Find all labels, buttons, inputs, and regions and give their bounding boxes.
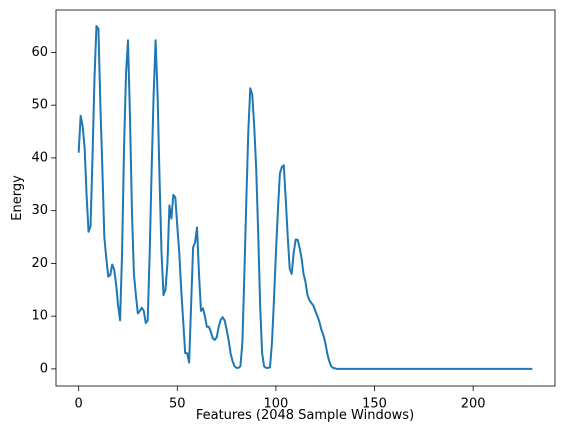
x-axis-label: Features (2048 Sample Windows)	[196, 408, 414, 423]
y-tick-label: 50	[31, 98, 48, 113]
x-tick-label: 150	[362, 397, 387, 412]
x-tick-label: 200	[461, 397, 486, 412]
y-tick-label: 60	[31, 45, 48, 60]
y-axis-label: Energy	[10, 175, 25, 221]
x-tick-label: 100	[264, 397, 289, 412]
x-tick-label: 0	[75, 397, 83, 412]
data-line	[77, 25, 533, 370]
y-tick-label: 30	[31, 203, 48, 218]
y-tick-label: 40	[31, 150, 48, 165]
x-tick-label: 50	[169, 397, 186, 412]
y-tick-label: 0	[40, 361, 48, 376]
y-tick-label: 10	[31, 309, 48, 324]
y-tick-label: 20	[31, 256, 48, 271]
axes-frame	[55, 9, 556, 387]
